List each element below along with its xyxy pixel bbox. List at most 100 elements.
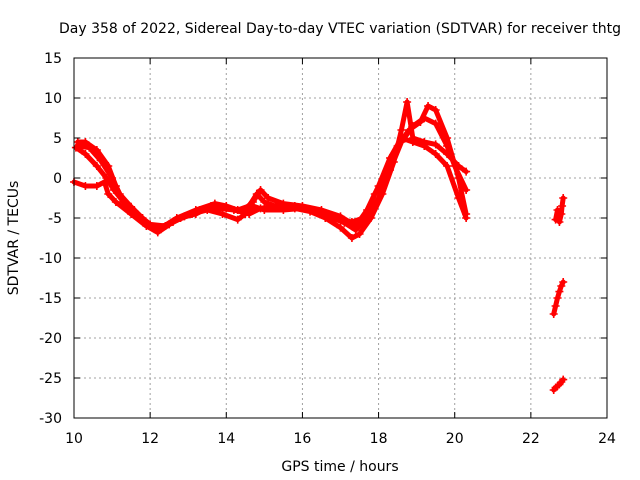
data-series [70,98,568,394]
data-point-marker [161,222,170,230]
data-point-marker [559,375,568,384]
data-point-marker [85,143,94,152]
series-line [73,135,469,229]
data-point-marker [92,182,101,190]
data-point-marker [559,194,568,202]
data-point-marker [104,190,113,198]
series-trace-5 [551,194,568,226]
data-point-marker [363,206,372,214]
data-point-marker [454,174,463,182]
y-tick-labels: -30 -25 -20 -15 -10 -5 0 5 10 15 [39,51,62,427]
series-trace-3 [70,102,471,237]
x-tick-label: 24 [598,431,616,447]
chart-title: Day 358 of 2022, Sidereal Day-to-day VTE… [59,21,621,37]
data-point-marker [279,199,288,208]
data-point-marker [222,204,231,213]
y-tick-label: -30 [39,411,62,427]
data-point-marker [256,186,265,194]
x-tick-label: 20 [446,431,464,447]
data-point-marker [260,206,269,214]
data-point-marker [248,198,257,206]
y-tick-label: -25 [39,371,62,387]
data-point-marker [237,207,246,216]
y-tick-label: 0 [53,171,62,187]
y-tick-label: -20 [39,331,62,347]
y-tick-label: -10 [39,251,62,267]
series-trace-7 [549,375,568,394]
data-point-marker [397,134,406,142]
x-tick-label: 14 [217,431,235,447]
data-point-marker [317,206,326,214]
data-point-marker [218,210,227,218]
data-point-marker [119,198,128,206]
data-point-marker [111,198,120,206]
data-point-marker [374,194,383,202]
data-point-marker [298,202,307,210]
data-point-marker [191,210,200,218]
data-point-marker [416,118,425,126]
y-tick-label: -5 [48,211,62,227]
data-point-marker [454,194,463,202]
data-point-marker [81,182,90,190]
x-tick-label: 12 [141,431,159,447]
axis-ticks [73,57,608,419]
y-tick-label: 10 [44,91,62,107]
data-point-marker [176,214,185,222]
data-point-marker [153,228,162,237]
x-tick-label: 16 [294,431,312,447]
data-point-marker [207,202,216,210]
data-point-marker [431,119,440,128]
data-point-marker [553,206,562,214]
data-point-marker [109,186,118,194]
y-tick-label: 5 [53,131,62,147]
data-point-marker [102,174,111,182]
x-axis-label: GPS time / hours [281,459,398,475]
series-trace-1 [73,98,471,242]
data-point-marker [233,215,242,224]
data-point-marker [385,154,394,162]
data-point-marker [336,223,345,232]
data-point-marker [347,234,356,242]
data-point-marker [92,162,101,170]
data-point-marker [555,218,564,226]
data-point-marker [559,278,568,286]
data-point-marker [81,150,90,158]
x-tick-label: 10 [65,431,83,447]
series-trace-6 [549,278,568,318]
data-point-marker [549,310,558,318]
data-point-marker [336,212,345,221]
series-trace-4 [71,134,471,230]
data-point-marker [558,202,567,210]
data-point-marker [557,210,566,218]
data-point-marker [431,106,440,114]
x-tick-label: 22 [522,431,540,447]
x-tick-label: 18 [370,431,388,447]
data-point-marker [462,167,471,176]
data-point-marker [408,138,417,146]
data-point-marker [551,302,560,310]
x-tick-labels: 10 12 14 16 18 20 22 24 [65,431,616,447]
data-point-marker [443,134,452,142]
data-point-marker [462,214,471,222]
data-point-marker [351,222,360,230]
data-point-marker [146,220,155,229]
data-point-marker [264,194,273,202]
data-point-marker [405,126,414,134]
data-point-marker [374,182,383,190]
data-point-marker [553,294,562,302]
data-point-marker [71,143,80,152]
data-point-marker [431,150,440,158]
data-point-marker [403,98,412,106]
plot-frame [73,57,608,419]
data-point-marker [431,140,440,149]
data-point-marker [443,162,452,170]
data-point-marker [424,102,433,110]
y-tick-label: 15 [44,51,62,67]
data-point-marker [420,142,429,150]
y-axis-label: SDTVAR / TECUs [6,181,22,296]
data-point-marker [355,230,364,238]
data-point-marker [134,212,143,221]
data-point-marker [397,126,406,134]
grid-lines [74,58,607,418]
data-point-marker [555,287,564,296]
